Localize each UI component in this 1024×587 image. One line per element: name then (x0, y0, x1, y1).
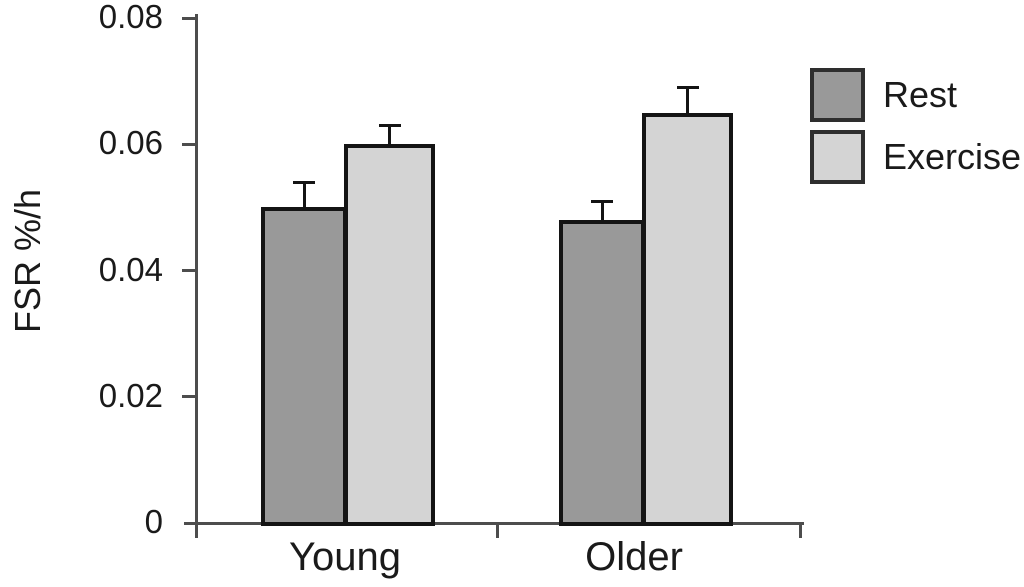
y-tick-label: 0.06 (98, 124, 163, 162)
legend-label-exercise: Exercise (883, 136, 1022, 177)
y-tick-label: 0.08 (98, 0, 163, 36)
y-axis-line (195, 14, 198, 538)
error-bar-cap-bar-young-rest (293, 181, 315, 185)
x-axis-tick (799, 525, 802, 538)
error-bar-line-bar-older-rest (600, 201, 604, 220)
y-tick-label: 0.02 (98, 376, 163, 414)
bar-young-exercise (344, 144, 435, 526)
legend-item-rest: Rest (810, 68, 1021, 122)
legend-item-exercise: Exercise (810, 130, 1021, 184)
legend-label-rest: Rest (883, 74, 958, 115)
bar-older-rest (559, 220, 645, 526)
y-axis-tick (182, 142, 195, 146)
error-bar-cap-bar-young-exercise (378, 124, 401, 128)
legend-swatch-rest (810, 68, 865, 122)
y-axis-tick (182, 269, 195, 272)
category-label-young: Young (289, 535, 401, 579)
error-bar-line-bar-older-exercise (686, 87, 689, 113)
legend-swatch-exercise (810, 130, 865, 184)
error-bar-cap-bar-older-exercise (676, 86, 699, 90)
y-tick-label: 0 (144, 503, 163, 541)
category-label-older: Older (585, 535, 683, 579)
x-axis-tick (496, 525, 499, 538)
error-bar-line-bar-young-exercise (388, 125, 391, 145)
y-axis-tick (182, 16, 195, 20)
legend: Rest Exercise (810, 68, 1021, 192)
error-bar-cap-bar-older-rest (591, 200, 613, 204)
y-tick-label: 0.04 (98, 250, 163, 288)
x-axis-line (184, 522, 804, 525)
error-bar-line-bar-young-rest (302, 182, 306, 208)
bar-young-rest (261, 207, 347, 526)
bar-older-exercise (642, 112, 733, 526)
y-axis-tick (182, 395, 195, 399)
